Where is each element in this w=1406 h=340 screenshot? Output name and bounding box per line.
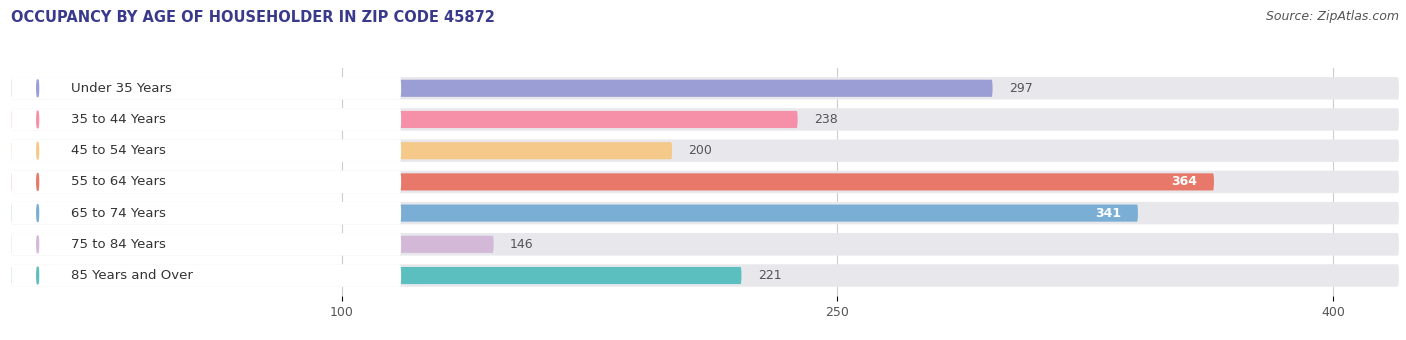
Text: 364: 364	[1171, 175, 1198, 188]
FancyBboxPatch shape	[11, 77, 401, 100]
FancyBboxPatch shape	[11, 142, 672, 159]
Circle shape	[37, 142, 38, 159]
FancyBboxPatch shape	[11, 202, 401, 224]
FancyBboxPatch shape	[11, 264, 1399, 287]
Text: 146: 146	[510, 238, 534, 251]
Text: 341: 341	[1095, 207, 1122, 220]
Text: 221: 221	[758, 269, 782, 282]
Text: 45 to 54 Years: 45 to 54 Years	[70, 144, 166, 157]
Text: 238: 238	[814, 113, 838, 126]
FancyBboxPatch shape	[11, 139, 401, 162]
FancyBboxPatch shape	[11, 77, 1399, 100]
Circle shape	[37, 111, 38, 128]
Text: Under 35 Years: Under 35 Years	[70, 82, 172, 95]
FancyBboxPatch shape	[11, 111, 797, 128]
Circle shape	[37, 236, 38, 253]
FancyBboxPatch shape	[11, 108, 1399, 131]
FancyBboxPatch shape	[11, 202, 1399, 224]
FancyBboxPatch shape	[11, 80, 993, 97]
Circle shape	[37, 80, 38, 97]
Text: OCCUPANCY BY AGE OF HOUSEHOLDER IN ZIP CODE 45872: OCCUPANCY BY AGE OF HOUSEHOLDER IN ZIP C…	[11, 10, 495, 25]
Text: 35 to 44 Years: 35 to 44 Years	[70, 113, 166, 126]
FancyBboxPatch shape	[11, 233, 1399, 256]
Text: 65 to 74 Years: 65 to 74 Years	[70, 207, 166, 220]
FancyBboxPatch shape	[11, 236, 494, 253]
FancyBboxPatch shape	[11, 205, 1137, 222]
FancyBboxPatch shape	[11, 139, 1399, 162]
FancyBboxPatch shape	[11, 233, 401, 256]
Circle shape	[37, 173, 38, 190]
FancyBboxPatch shape	[11, 267, 741, 284]
FancyBboxPatch shape	[11, 171, 401, 193]
FancyBboxPatch shape	[11, 173, 1213, 190]
FancyBboxPatch shape	[11, 264, 401, 287]
Circle shape	[37, 267, 38, 284]
Circle shape	[37, 205, 38, 222]
Text: 297: 297	[1010, 82, 1033, 95]
Text: 75 to 84 Years: 75 to 84 Years	[70, 238, 166, 251]
FancyBboxPatch shape	[11, 171, 1399, 193]
Text: Source: ZipAtlas.com: Source: ZipAtlas.com	[1265, 10, 1399, 23]
Text: 85 Years and Over: 85 Years and Over	[70, 269, 193, 282]
Text: 55 to 64 Years: 55 to 64 Years	[70, 175, 166, 188]
FancyBboxPatch shape	[11, 108, 401, 131]
Text: 200: 200	[689, 144, 713, 157]
